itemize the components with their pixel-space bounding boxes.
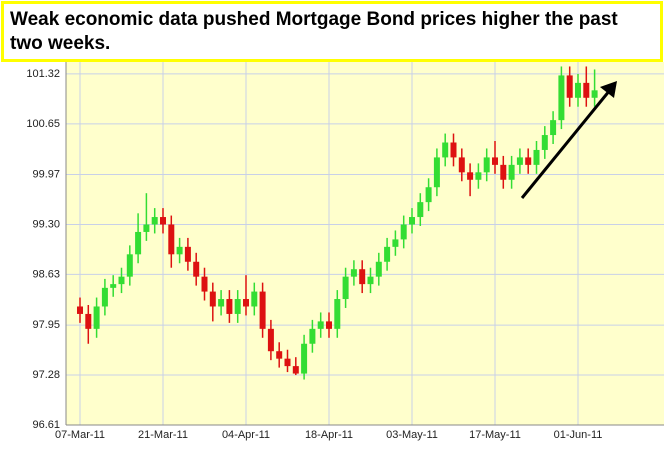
y-tick-label: 101.32 <box>26 68 60 80</box>
arrow-head <box>600 81 617 98</box>
x-tick-label: 04-Apr-11 <box>222 429 270 441</box>
candle-body <box>508 164 515 180</box>
candle-body <box>417 202 424 218</box>
y-tick-label: 98.63 <box>32 268 60 280</box>
candle-body <box>425 187 432 203</box>
plot-layer <box>66 62 664 426</box>
candle-body <box>558 75 565 121</box>
candle-body <box>135 231 142 255</box>
candle-body <box>516 157 523 165</box>
candle-body <box>492 157 498 165</box>
candle-body <box>284 358 291 367</box>
candle-body <box>267 328 274 352</box>
candle-body <box>326 321 332 329</box>
candle-body <box>375 261 382 277</box>
candle-body <box>276 351 283 359</box>
candle-body <box>110 284 117 288</box>
plot-area <box>66 62 664 425</box>
candle-body <box>334 299 341 329</box>
trend-arrow <box>520 81 617 199</box>
candle-body <box>259 291 266 329</box>
candle-body <box>409 217 415 225</box>
candle-body <box>218 299 225 307</box>
candle-body <box>317 321 324 329</box>
candle-body <box>575 82 581 98</box>
y-tick-label: 99.30 <box>32 218 60 230</box>
candle-body <box>342 276 349 300</box>
candle-body <box>583 82 590 98</box>
y-tick-label: 96.61 <box>32 419 60 431</box>
candle-body <box>392 239 399 247</box>
candle-body <box>541 135 548 150</box>
candle-body <box>500 164 507 180</box>
chart-title: Weak economic data pushed Mortgage Bond … <box>10 9 618 54</box>
y-tick-label: 100.65 <box>26 118 60 130</box>
candle-body <box>384 246 391 262</box>
candle-body <box>126 254 133 277</box>
candle-body <box>251 291 258 307</box>
candle-body <box>359 269 366 285</box>
candle-body <box>160 217 166 225</box>
candle-body <box>475 172 482 180</box>
candle-body <box>483 157 490 173</box>
candle-body <box>201 276 208 292</box>
candle-body <box>433 157 440 188</box>
candle-body <box>193 261 200 277</box>
x-tick-label: 21-Mar-11 <box>138 429 188 441</box>
candle-body <box>442 142 449 158</box>
candle-body <box>77 306 83 314</box>
candle-body <box>118 276 125 285</box>
candle-body <box>85 313 92 329</box>
candle-body <box>93 306 100 329</box>
candle-body <box>525 157 532 165</box>
candle-body <box>234 299 241 314</box>
y-tick-label: 99.97 <box>32 168 60 180</box>
candle-body <box>591 90 598 98</box>
candle-body <box>533 149 540 165</box>
x-tick-label: 17-May-11 <box>469 429 521 441</box>
candle-body <box>467 172 474 180</box>
candle-body <box>176 246 183 255</box>
candle-body <box>458 157 465 173</box>
candle-body <box>550 120 557 136</box>
candle-body <box>243 299 249 307</box>
candle-body <box>309 328 316 344</box>
candle-body <box>151 217 158 225</box>
candle-body <box>350 269 357 277</box>
candle-body <box>168 224 175 255</box>
x-tick-label: 18-Apr-11 <box>305 429 353 441</box>
y-tick-label: 97.95 <box>32 319 60 331</box>
y-tick-label: 97.28 <box>32 369 60 381</box>
candle-body <box>400 224 407 240</box>
candle-body <box>184 246 191 262</box>
candle-body <box>450 142 457 158</box>
candle-body <box>226 299 233 314</box>
candle-body <box>566 75 573 98</box>
candle-body <box>209 291 216 307</box>
x-tick-label: 03-May-11 <box>386 429 438 441</box>
title-box: Weak economic data pushed Mortgage Bond … <box>1 1 663 62</box>
candle-body <box>301 343 308 374</box>
candle-body <box>101 287 108 307</box>
x-tick-label: 07-Mar-11 <box>55 429 105 441</box>
candle-body <box>367 276 374 285</box>
candle-body <box>292 366 299 374</box>
candle-body <box>143 224 150 232</box>
x-tick-label: 01-Jun-11 <box>554 429 603 441</box>
arrow-shaft <box>520 89 612 199</box>
